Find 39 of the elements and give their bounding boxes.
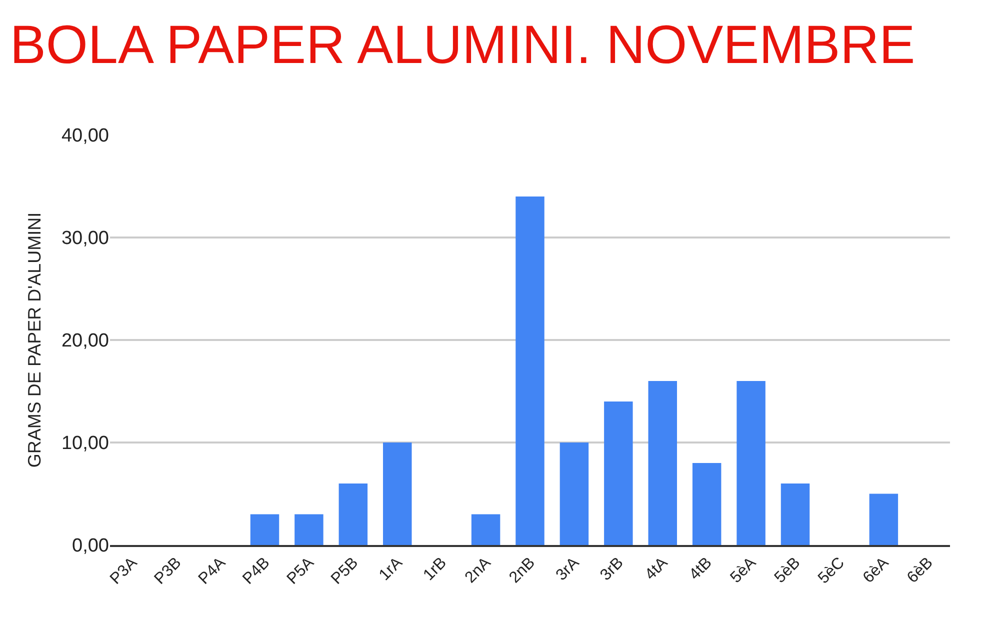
x-tick-label: 2nB: [506, 554, 538, 587]
x-tick-label: P3A: [107, 554, 141, 588]
x-tick-label: 5èB: [772, 554, 804, 587]
y-tick-label: 0,00: [72, 536, 109, 557]
x-tick-label: 4tB: [686, 554, 716, 584]
x-tick-label: 1rA: [376, 554, 406, 584]
y-tick-label: 10,00: [61, 433, 109, 454]
chart-title: BOLA PAPER ALUMINI. NOVEMBRE: [10, 14, 916, 75]
bar: [692, 463, 722, 545]
x-tick-label: 5èC: [815, 554, 848, 588]
x-tick-label: 6èA: [860, 554, 892, 587]
bar: [338, 484, 368, 545]
x-tick-label: 1rB: [420, 554, 450, 584]
y-tick-label: 30,00: [61, 228, 109, 250]
bar: [516, 196, 544, 545]
x-tick-label: P4B: [240, 554, 274, 588]
bar: [869, 494, 898, 545]
x-tick-label: 3rB: [597, 554, 627, 584]
x-tick-label: P5A: [284, 554, 318, 588]
bar: [736, 381, 766, 545]
bar: [780, 484, 810, 545]
bar: [294, 514, 324, 545]
x-tick-label: P5B: [328, 554, 362, 588]
x-tick-label: 6èB: [904, 554, 936, 587]
x-tick-label: 2nA: [462, 554, 495, 587]
x-tick-label: P3B: [151, 554, 185, 588]
x-tick-label: 4tA: [642, 554, 672, 584]
x-tick-label: 5èA: [727, 554, 760, 587]
bar: [383, 442, 412, 545]
y-axis-title: GRAMS DE PAPER D'ALUMINI: [24, 212, 45, 468]
y-tick-label: 20,00: [61, 330, 109, 352]
x-tick-label: P4A: [196, 554, 230, 588]
y-tick-label: 40,00: [61, 126, 109, 147]
bar: [560, 442, 589, 545]
bar: [648, 381, 677, 545]
bar: [604, 402, 633, 545]
x-tick-label: 3rA: [553, 554, 583, 584]
bar: [471, 514, 500, 545]
bar: [250, 514, 280, 545]
